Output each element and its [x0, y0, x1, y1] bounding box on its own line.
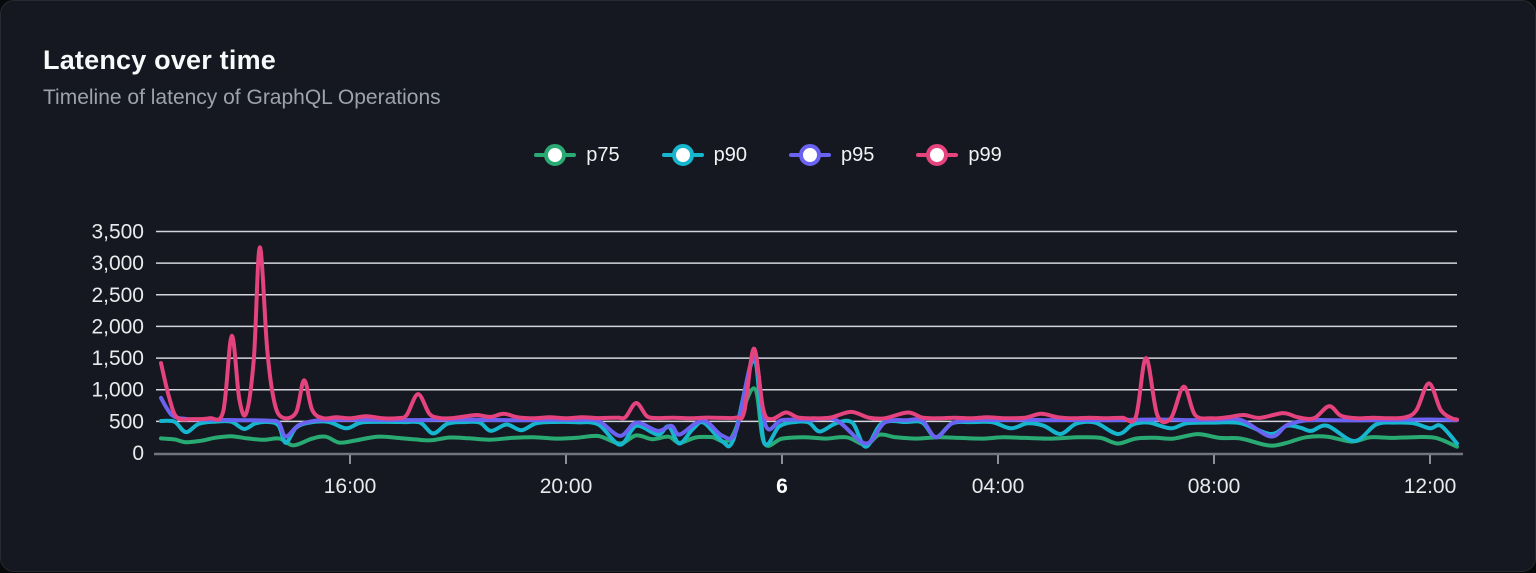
y-tick-label: 0 — [132, 442, 144, 465]
y-tick-label: 500 — [109, 410, 144, 433]
x-axis-ticks: 16:00 20:00 6 04:00 08:00 12:00 — [324, 455, 1457, 498]
y-tick-label: 1,000 — [91, 379, 144, 402]
x-tick-label: 04:00 — [972, 475, 1025, 498]
x-tick-label: 20:00 — [540, 475, 593, 498]
y-tick-label: 2,500 — [91, 284, 144, 307]
y-tick-label: 3,500 — [91, 221, 144, 244]
plot-area[interactable] — [156, 220, 1457, 454]
x-tick-label: 08:00 — [1188, 475, 1241, 498]
y-tick-label: 1,500 — [91, 347, 144, 370]
y-tick-label: 3,000 — [91, 252, 144, 275]
y-tick-label: 2,000 — [91, 315, 144, 338]
x-tick-label: 12:00 — [1404, 475, 1457, 498]
x-tick-label-day: 6 — [776, 475, 788, 498]
x-tick-label: 16:00 — [324, 475, 377, 498]
y-axis-labels: 0 500 1,000 1,500 2,000 2,500 3,000 3,500 — [91, 221, 144, 466]
